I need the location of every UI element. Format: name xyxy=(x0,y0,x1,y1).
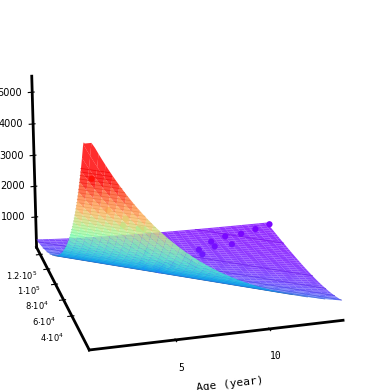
X-axis label: Age (year): Age (year) xyxy=(196,376,264,390)
